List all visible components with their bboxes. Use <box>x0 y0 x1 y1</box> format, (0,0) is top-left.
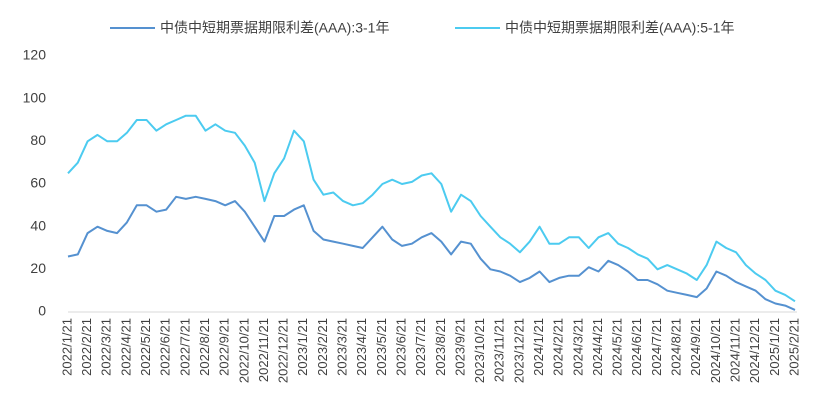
x-tick-label: 2022/8/21 <box>197 318 212 376</box>
x-tick-label: 2024/7/21 <box>649 318 664 376</box>
x-tick-label: 2024/3/21 <box>570 318 585 376</box>
x-tick-label: 2022/9/21 <box>217 318 232 376</box>
y-tick-label: 100 <box>23 89 47 105</box>
x-tick-label: 2023/7/21 <box>413 318 428 376</box>
x-tick-label: 2023/12/21 <box>511 318 526 383</box>
x-tick-label: 2023/11/21 <box>492 318 507 382</box>
x-tick-label: 2024/4/21 <box>590 318 605 376</box>
x-tick-label: 2024/2/21 <box>551 318 566 376</box>
x-tick-label: 2024/11/21 <box>727 318 742 382</box>
y-tick-label: 80 <box>30 132 46 148</box>
series-line <box>67 195 796 311</box>
x-tick-label: 2022/10/21 <box>236 318 251 383</box>
x-tick-label: 2022/11/21 <box>256 318 271 382</box>
x-tick-label: 2023/10/21 <box>472 318 487 383</box>
series-line <box>67 114 796 303</box>
x-tick-label: 2022/2/21 <box>79 318 94 376</box>
x-tick-label: 2025/2/21 <box>786 318 801 376</box>
x-tick-label: 2022/12/21 <box>276 318 291 383</box>
x-tick-label: 2022/6/21 <box>158 318 173 376</box>
x-tick-label: 2023/8/21 <box>433 318 448 376</box>
y-tick-label: 120 <box>23 47 47 63</box>
x-tick-label: 2024/12/21 <box>747 318 762 383</box>
x-tick-label: 2023/3/21 <box>335 318 350 376</box>
x-tick-label: 2023/5/21 <box>374 318 389 376</box>
x-tick-label: 2025/1/21 <box>767 318 782 376</box>
x-tick-label: 2023/6/21 <box>393 318 408 376</box>
x-tick-label: 2023/9/21 <box>452 318 467 376</box>
legend-label: 中债中短期票据期限利差(AAA):3-1年 <box>160 20 389 36</box>
x-tick-label: 2024/9/21 <box>688 318 703 376</box>
x-tick-label: 2022/5/21 <box>138 318 153 376</box>
x-tick-label: 2024/5/21 <box>610 318 625 376</box>
y-tick-label: 0 <box>38 303 46 319</box>
x-tick-label: 2023/4/21 <box>354 318 369 376</box>
x-tick-label: 2024/8/21 <box>669 318 684 376</box>
y-tick-label: 20 <box>30 260 46 276</box>
x-tick-label: 2024/1/21 <box>531 318 546 376</box>
x-tick-label: 2024/6/21 <box>629 318 644 376</box>
x-tick-label: 2023/2/21 <box>315 318 330 376</box>
x-tick-label: 2023/1/21 <box>295 318 310 376</box>
x-tick-label: 2022/1/21 <box>59 318 74 376</box>
y-tick-label: 40 <box>30 217 46 233</box>
y-tick-label: 60 <box>30 175 46 191</box>
legend-label: 中债中短期票据期限利差(AAA):5-1年 <box>505 20 734 36</box>
x-tick-label: 2022/3/21 <box>99 318 114 376</box>
x-tick-label: 2022/4/21 <box>118 318 133 376</box>
x-tick-label: 2024/10/21 <box>708 318 723 383</box>
x-tick-label: 2022/7/21 <box>177 318 192 376</box>
